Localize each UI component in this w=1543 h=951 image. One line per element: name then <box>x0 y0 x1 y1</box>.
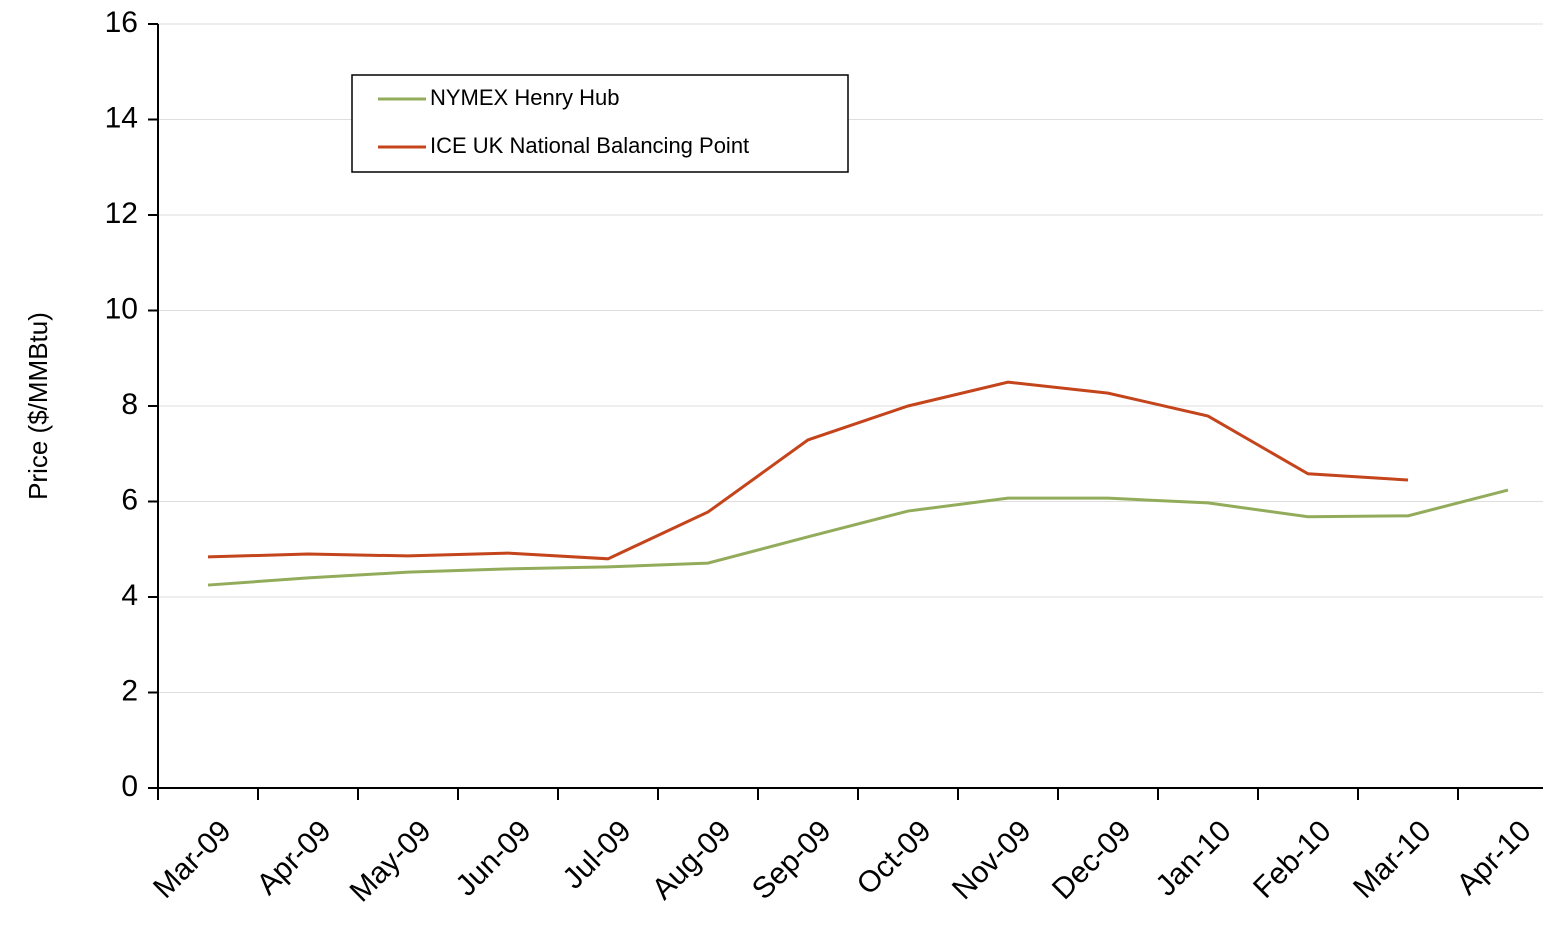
legend-label: NYMEX Henry Hub <box>430 85 620 110</box>
x-tick-label: Oct-09 <box>851 814 938 901</box>
y-axis-label: Price ($/MMBtu) <box>23 312 53 500</box>
y-tick-label: 14 <box>105 101 138 134</box>
x-tick-label: Nov-09 <box>946 814 1038 906</box>
y-tick-label: 0 <box>121 770 138 803</box>
x-tick-label: Jan-10 <box>1149 814 1237 902</box>
y-tick-label: 6 <box>121 483 138 516</box>
y-tick-label: 12 <box>105 197 138 230</box>
y-tick-label: 8 <box>121 388 138 421</box>
series-line <box>207 380 1409 561</box>
y-tick-label: 10 <box>105 292 138 325</box>
x-tick-label: May-09 <box>344 814 438 908</box>
x-tick-label: Jun-09 <box>449 814 537 902</box>
x-tick-label: Mar-10 <box>1347 814 1438 905</box>
x-tick-label: Dec-09 <box>1046 814 1138 906</box>
y-tick-label: 4 <box>121 579 138 612</box>
x-tick-label: Apr-09 <box>251 814 338 901</box>
x-tick-label: Apr-10 <box>1451 814 1538 901</box>
y-tick-label: 16 <box>105 6 138 39</box>
x-tick-label: Feb-10 <box>1247 814 1338 905</box>
legend-label: ICE UK National Balancing Point <box>430 133 749 158</box>
x-tick-label: Sep-09 <box>746 814 838 906</box>
x-tick-label: Aug-09 <box>646 814 738 906</box>
x-tick-label: Mar-09 <box>147 814 238 905</box>
legend-box <box>351 74 849 173</box>
y-tick-label: 2 <box>121 674 138 707</box>
series-line <box>207 488 1509 587</box>
x-tick-label: Jul-09 <box>557 814 638 895</box>
